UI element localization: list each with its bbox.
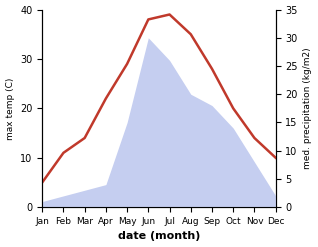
Y-axis label: max temp (C): max temp (C) <box>5 77 15 140</box>
X-axis label: date (month): date (month) <box>118 231 200 242</box>
Y-axis label: med. precipitation (kg/m2): med. precipitation (kg/m2) <box>303 48 313 169</box>
